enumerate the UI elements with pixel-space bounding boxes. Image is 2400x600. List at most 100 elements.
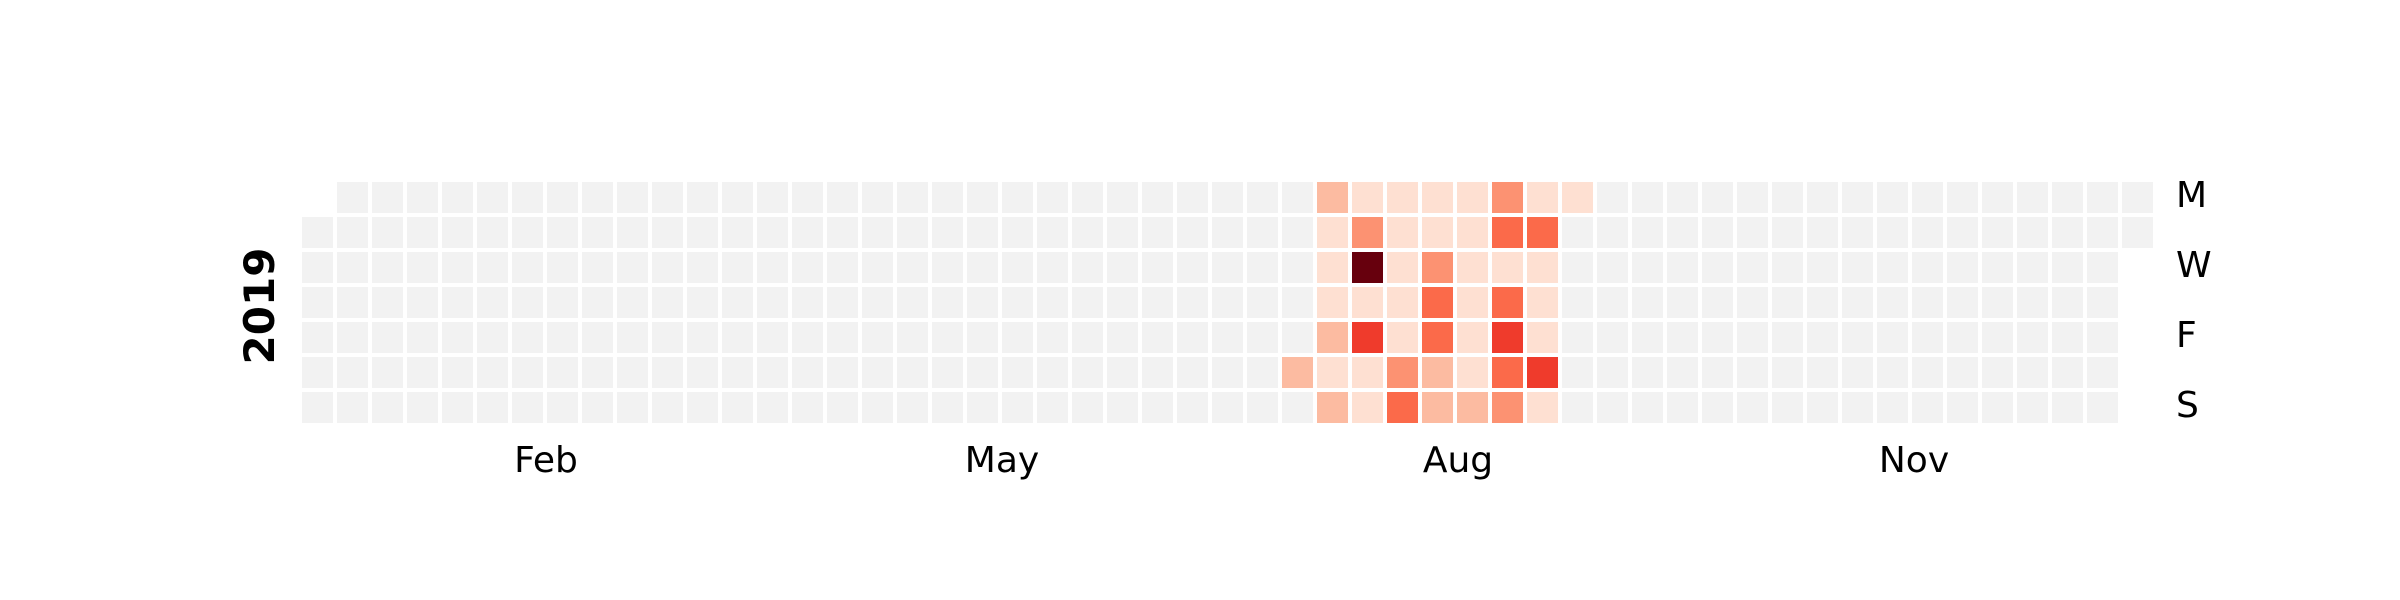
day-cell xyxy=(722,322,753,353)
day-cell xyxy=(477,252,508,283)
day-cell xyxy=(477,182,508,213)
day-cell xyxy=(1877,392,1908,423)
day-cell xyxy=(1142,392,1173,423)
day-cell xyxy=(1107,392,1138,423)
day-cell xyxy=(862,252,893,283)
day-cell xyxy=(547,322,578,353)
day-cell xyxy=(1387,322,1418,353)
day-cell xyxy=(1492,392,1523,423)
day-cell xyxy=(1772,287,1803,318)
day-cell xyxy=(1877,357,1908,388)
day-cell xyxy=(862,217,893,248)
day-cell xyxy=(1842,217,1873,248)
day-cell xyxy=(1282,217,1313,248)
day-cell xyxy=(1667,182,1698,213)
day-cell xyxy=(1387,392,1418,423)
day-cell xyxy=(337,357,368,388)
day-cell xyxy=(652,287,683,318)
day-cell xyxy=(2052,392,2083,423)
day-cell xyxy=(1212,357,1243,388)
day-cell xyxy=(2087,182,2118,213)
weekday-tick-labels: M W F S xyxy=(2176,175,2212,426)
day-cell xyxy=(442,182,473,213)
day-cell xyxy=(512,182,543,213)
day-cell xyxy=(897,322,928,353)
day-cell xyxy=(302,392,333,423)
day-cell xyxy=(2017,217,2048,248)
day-cell xyxy=(302,217,333,248)
day-cell xyxy=(372,287,403,318)
day-cell xyxy=(1107,322,1138,353)
day-cell xyxy=(1107,357,1138,388)
day-cell xyxy=(477,217,508,248)
day-cell xyxy=(897,252,928,283)
day-cell xyxy=(1877,217,1908,248)
day-cell xyxy=(302,287,333,318)
day-cell xyxy=(687,287,718,318)
day-cell xyxy=(2087,322,2118,353)
day-cell xyxy=(1737,182,1768,213)
day-cell xyxy=(862,392,893,423)
day-cell xyxy=(1387,217,1418,248)
day-cell xyxy=(1842,392,1873,423)
day-cell xyxy=(512,217,543,248)
day-cell xyxy=(1877,252,1908,283)
day-cell xyxy=(897,217,928,248)
day-cell xyxy=(932,287,963,318)
day-cell xyxy=(1702,182,1733,213)
day-cell xyxy=(1527,252,1558,283)
day-cell xyxy=(477,287,508,318)
day-cell xyxy=(2052,287,2083,318)
day-cell xyxy=(897,392,928,423)
day-cell xyxy=(1597,322,1628,353)
day-cell xyxy=(512,322,543,353)
day-cell xyxy=(967,217,998,248)
day-cell xyxy=(407,217,438,248)
day-cell xyxy=(1002,252,1033,283)
day-cell xyxy=(1492,287,1523,318)
day-cell xyxy=(652,392,683,423)
day-cell xyxy=(757,217,788,248)
day-cell xyxy=(1317,357,1348,388)
day-cell xyxy=(1247,182,1278,213)
day-cell xyxy=(792,357,823,388)
day-cell xyxy=(1912,217,1943,248)
day-cell xyxy=(1632,322,1663,353)
day-cell xyxy=(1457,322,1488,353)
day-cell xyxy=(372,182,403,213)
day-cell xyxy=(827,357,858,388)
day-cell xyxy=(407,287,438,318)
day-cell xyxy=(2122,217,2153,248)
day-cell xyxy=(1877,322,1908,353)
day-cell xyxy=(1807,287,1838,318)
day-cell xyxy=(1177,182,1208,213)
day-cell xyxy=(1772,217,1803,248)
day-cell xyxy=(1492,252,1523,283)
day-cell xyxy=(547,357,578,388)
day-cell xyxy=(547,182,578,213)
day-cell xyxy=(1072,357,1103,388)
day-cell xyxy=(442,322,473,353)
day-cell xyxy=(1842,182,1873,213)
day-cell xyxy=(1247,357,1278,388)
day-cell xyxy=(1352,182,1383,213)
day-cell xyxy=(932,217,963,248)
day-cell xyxy=(1282,357,1313,388)
day-cell xyxy=(582,217,613,248)
day-cell xyxy=(792,182,823,213)
day-cell xyxy=(827,287,858,318)
day-cell xyxy=(1562,357,1593,388)
day-cell xyxy=(1632,357,1663,388)
day-cell xyxy=(967,182,998,213)
day-cell xyxy=(652,217,683,248)
day-cell xyxy=(1282,287,1313,318)
day-cell xyxy=(687,357,718,388)
day-cell xyxy=(1352,322,1383,353)
day-cell xyxy=(372,392,403,423)
day-cell xyxy=(652,322,683,353)
day-cell xyxy=(1667,252,1698,283)
day-cell xyxy=(1282,252,1313,283)
day-cell xyxy=(1282,322,1313,353)
day-cell xyxy=(897,182,928,213)
day-cell xyxy=(1807,322,1838,353)
